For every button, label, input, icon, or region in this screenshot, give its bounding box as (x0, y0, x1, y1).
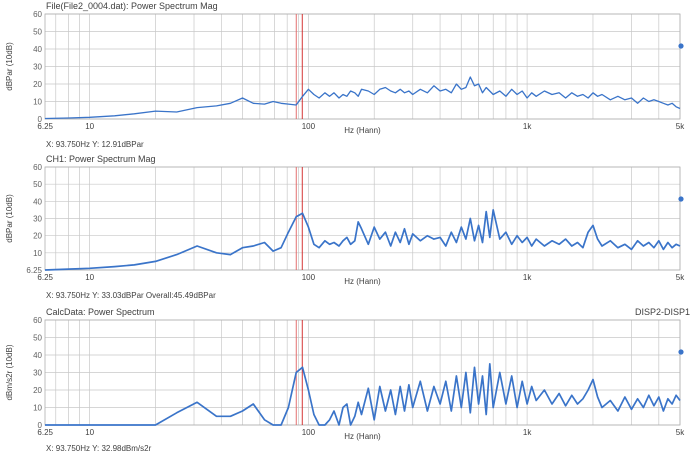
y-tick-label: 6.25 (26, 266, 42, 275)
y-axis-label: dBPar (10dB) (5, 194, 14, 243)
scroll-handle-dot[interactable] (678, 349, 684, 355)
x-tick-label: 1k (523, 122, 532, 131)
cursor-readout: X: 93.750Hz Y: 32.98dBm/s2r (46, 444, 152, 453)
y-tick-label: 20 (33, 232, 42, 241)
y-axis-label: dBPar (10dB) (5, 42, 14, 91)
x-tick-label: 6.25 (37, 428, 53, 437)
y-tick-label: 0 (38, 115, 43, 124)
y-tick-label: 30 (33, 369, 42, 378)
y-tick-label: 30 (33, 63, 42, 72)
x-tick-label: 1k (523, 428, 532, 437)
x-tick-label: 100 (302, 273, 316, 282)
x-tick-label: 5k (676, 428, 685, 437)
plot-right-title: DISP2-DISP1 (635, 307, 690, 317)
x-axis-label: Hz (Hann) (344, 277, 381, 286)
x-tick-label: 5k (676, 122, 685, 131)
plot-frame (44, 319, 681, 426)
y-tick-label: 20 (33, 80, 42, 89)
x-axis-label: Hz (Hann) (344, 126, 381, 135)
y-axis-label: dBm/s2r (10dB) (5, 344, 14, 400)
y-tick-label: 10 (33, 404, 42, 413)
x-tick-label: 100 (302, 428, 316, 437)
cursor-readout: X: 93.750Hz Y: 12.91dBPar (46, 140, 144, 149)
x-tick-label: 6.25 (37, 273, 53, 282)
plot-panel-3: 0 10 20 30 40 50 60 6.25 10 100 1k 5k Hz (Hann) dBm/s… (5, 307, 690, 453)
plot-title: File(File2_0004.dat): Power Spectrum Mag (46, 1, 218, 11)
x-tick-label: 6.25 (37, 122, 53, 131)
y-tick-label: 0 (38, 421, 43, 430)
y-tick-label: 60 (33, 316, 42, 325)
y-tick-label: 50 (33, 334, 42, 343)
x-tick-label: 10 (85, 273, 94, 282)
x-axis-label: Hz (Hann) (344, 432, 381, 441)
scroll-handle-dot[interactable] (678, 43, 684, 49)
plot-title: CalcData: Power Spectrum (46, 307, 155, 317)
plot-frame (44, 166, 681, 271)
x-tick-label: 5k (676, 273, 685, 282)
cursor-readout: X: 93.750Hz Y: 33.03dBPar Overall:45.49d… (46, 291, 216, 300)
y-tick-label: 40 (33, 45, 42, 54)
plot-frame (44, 13, 681, 120)
plot-panel-2: 6.25 10 20 30 40 50 60 6.25 10 100 1k 5k Hz (Hann) dB… (5, 154, 685, 300)
spectrum-trace (44, 76, 681, 120)
y-tick-label: 60 (33, 163, 42, 172)
x-tick-label: 1k (523, 273, 532, 282)
spectrum-trace (44, 209, 681, 271)
y-tick-label: 50 (33, 180, 42, 189)
y-tick-label: 20 (33, 386, 42, 395)
y-tick-label: 10 (33, 98, 42, 107)
plot-title: CH1: Power Spectrum Mag (46, 154, 156, 164)
x-tick-label: 10 (85, 428, 94, 437)
plot-panel-1: 0 10 20 30 40 50 60 6.25 10 100 1k 5k Hz (Hann) dBPar… (5, 1, 685, 149)
y-tick-label: 40 (33, 351, 42, 360)
y-tick-label: 40 (33, 197, 42, 206)
y-tick-label: 50 (33, 28, 42, 37)
x-tick-label: 10 (85, 122, 94, 131)
y-tick-label: 30 (33, 215, 42, 224)
y-tick-label: 10 (33, 249, 42, 258)
x-tick-label: 100 (302, 122, 316, 131)
scroll-handle-dot[interactable] (678, 196, 684, 202)
spectrum-trace (45, 362, 681, 426)
y-tick-label: 60 (33, 10, 42, 19)
grid-lines (45, 13, 681, 120)
